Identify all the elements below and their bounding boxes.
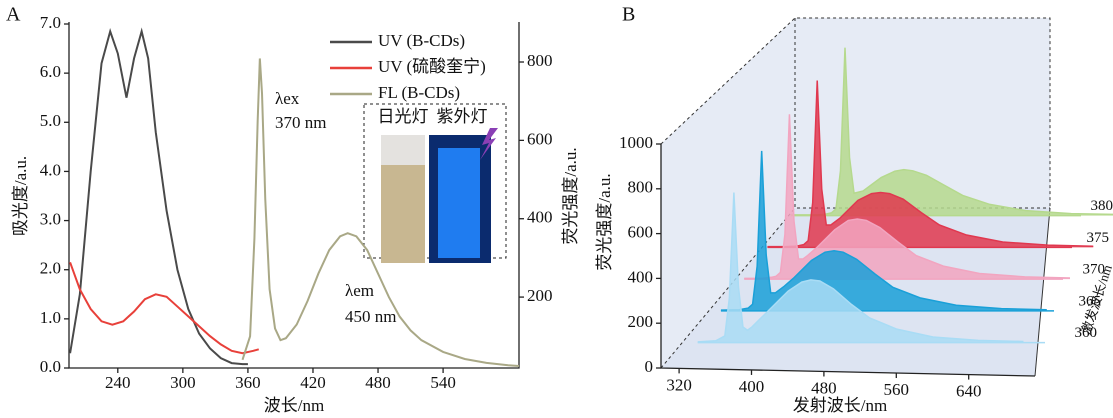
vial-cap xyxy=(381,135,425,165)
y2-tick-label: 600 xyxy=(527,129,553,148)
panel-label: B xyxy=(622,4,635,26)
annotation: λem xyxy=(345,281,374,300)
y2-tick-label: 800 xyxy=(527,51,553,70)
x-tick-label: 400 xyxy=(739,377,765,396)
series-line xyxy=(69,262,260,355)
series-area xyxy=(720,150,1047,311)
inset-label: 紫外灯 xyxy=(437,107,488,126)
panel-label: A xyxy=(6,4,21,26)
floor-edge xyxy=(1034,207,1051,377)
series-line xyxy=(790,47,1113,216)
x-tick-label: 420 xyxy=(300,373,326,392)
series-line xyxy=(767,80,1094,248)
x-tick-label: 480 xyxy=(365,373,391,392)
x-axis-label: 波长/nm xyxy=(264,396,324,415)
y2-axis-label: 荧光强度/a.u. xyxy=(561,147,580,244)
series-area xyxy=(697,192,1024,343)
legend-label: UV (硫酸奎宁) xyxy=(378,57,486,76)
y-tick-label: 400 xyxy=(628,267,654,286)
series-label: 370 xyxy=(1083,262,1106,278)
x-tick-label: 480 xyxy=(811,378,837,397)
y-axis-label: 荧光强度/a.u. xyxy=(595,173,614,270)
annotation: λex xyxy=(275,89,300,108)
x-tick-label: 240 xyxy=(105,373,131,392)
vial-uv xyxy=(438,148,480,258)
y-tick-label: 200 xyxy=(628,312,654,331)
x-axis-label: 发射波长/nm xyxy=(793,396,887,415)
y-tick-label: 1000 xyxy=(619,133,653,152)
x-tick-label: 300 xyxy=(170,373,196,392)
legend-label: UV (B-CDs) xyxy=(378,31,465,50)
legend-label: FL (B-CDs) xyxy=(378,83,460,102)
y-tick-label: 800 xyxy=(628,178,654,197)
series-line xyxy=(744,114,1071,280)
series-label: 380 xyxy=(1091,198,1113,214)
series-label: 365 xyxy=(1079,293,1102,309)
axis-frame xyxy=(68,22,520,369)
side-wall xyxy=(661,18,795,368)
y-tick-label: 6.0 xyxy=(40,62,61,81)
y-tick-label: 3.0 xyxy=(40,209,61,228)
x-tick-label: 540 xyxy=(430,373,456,392)
y2-tick-label: 200 xyxy=(527,286,553,305)
y-axis-label: 吸光度/a.u. xyxy=(11,156,30,236)
series-label: 360 xyxy=(1075,325,1098,341)
y-tick-label: 0.0 xyxy=(40,357,61,376)
series-line xyxy=(69,27,248,366)
y-tick-label: 0 xyxy=(645,357,654,376)
series-line xyxy=(697,192,1024,343)
uv-icon xyxy=(480,128,498,160)
x-tick-label: 560 xyxy=(884,380,910,399)
y-tick-label: 5.0 xyxy=(40,111,61,130)
x-tick-label: 640 xyxy=(956,381,982,400)
y-tick-label: 4.0 xyxy=(40,160,61,179)
y2-tick-label: 400 xyxy=(527,208,553,227)
inset-label: 日光灯 xyxy=(378,107,429,126)
series-line xyxy=(720,150,1047,311)
series-line xyxy=(241,58,520,368)
y-tick-label: 600 xyxy=(628,223,654,242)
annotation: 370 nm xyxy=(275,113,326,132)
series-label: 375 xyxy=(1087,230,1110,246)
y-tick-label: 2.0 xyxy=(40,259,61,278)
annotation: 450 nm xyxy=(345,307,396,326)
y-tick-label: 1.0 xyxy=(40,308,61,327)
y-tick-label: 7.0 xyxy=(40,13,61,32)
x-tick-label: 320 xyxy=(666,375,692,394)
x-tick-label: 360 xyxy=(235,373,261,392)
